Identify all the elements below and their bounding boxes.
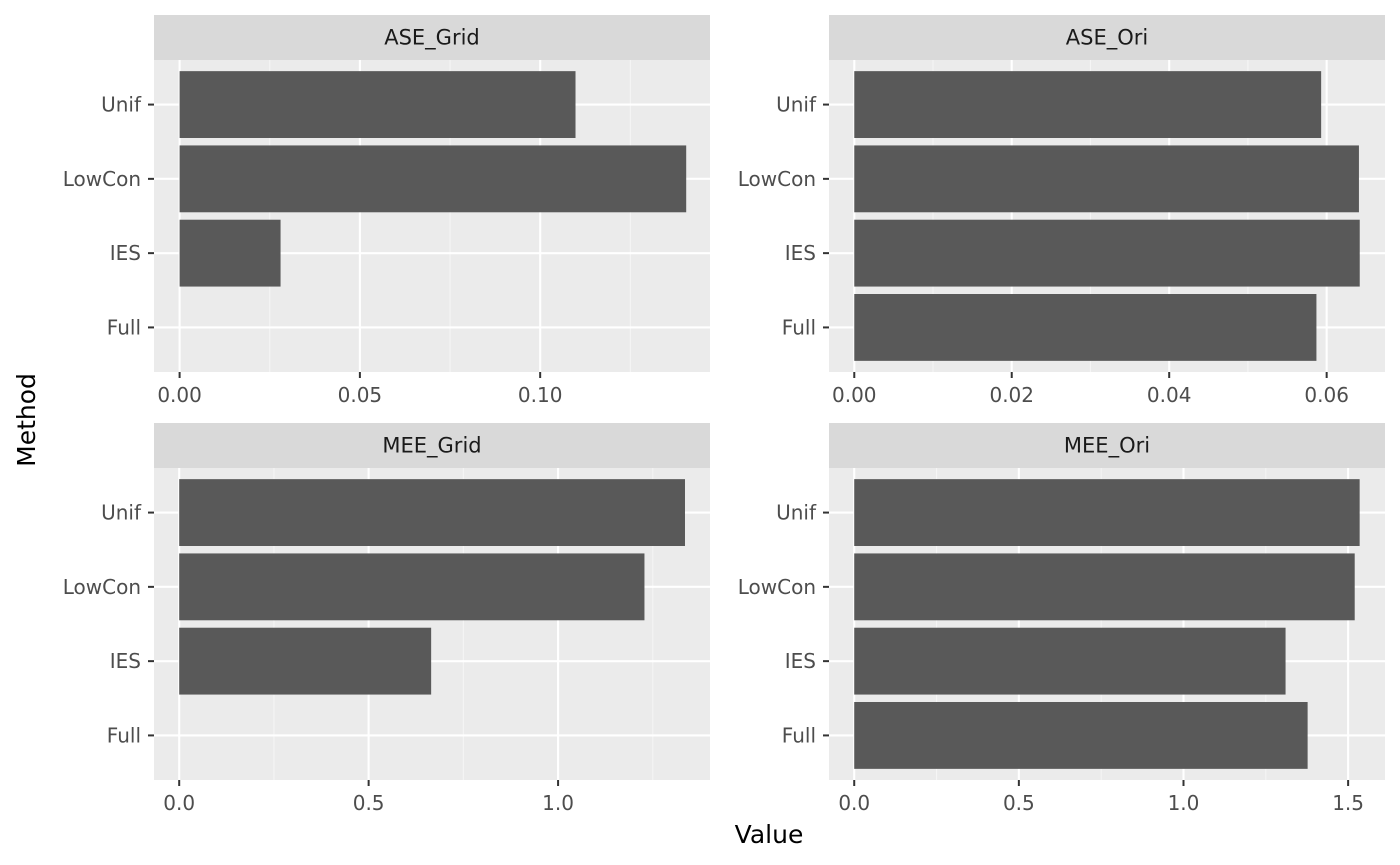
x-tick-label: 0.0 — [163, 791, 195, 815]
facet-panel: MEE_Ori Full IES LowCon Unif 0.0 0.5 1.0 1.5 — [738, 423, 1385, 815]
x-tick-label: 0.0 — [838, 791, 870, 815]
facet-title: MEE_Ori — [1064, 434, 1150, 459]
facet-panel: ASE_Grid Full IES LowCon Unif 0.00 0.05 0.10 — [63, 15, 710, 407]
x-tick-label: 0.04 — [1147, 383, 1192, 407]
bar — [854, 702, 1308, 769]
y-tick-label: IES — [110, 241, 141, 265]
facet-strip — [154, 423, 710, 468]
x-tick-label: 0.00 — [157, 383, 202, 407]
y-tick-label: LowCon — [63, 167, 141, 191]
y-tick-label: Unif — [101, 93, 142, 117]
y-tick-label: LowCon — [738, 167, 816, 191]
bar — [854, 627, 1286, 695]
y-tick-label: Unif — [101, 501, 142, 525]
facet-strip — [829, 15, 1385, 60]
bar — [854, 553, 1355, 621]
bar — [854, 145, 1359, 213]
facet-strip — [829, 423, 1385, 468]
facet-strip — [154, 15, 710, 60]
x-tick-label: 0.06 — [1304, 383, 1349, 407]
y-tick-label: LowCon — [63, 575, 141, 599]
y-tick-label: LowCon — [738, 575, 816, 599]
facet-title: MEE_Grid — [382, 434, 481, 459]
bar — [854, 479, 1360, 546]
bar — [179, 71, 576, 138]
facet-panel: MEE_Grid Full IES LowCon Unif 0.0 0.5 1.0 — [63, 423, 710, 815]
y-tick-label: IES — [785, 649, 816, 673]
bar — [179, 145, 687, 213]
x-tick-label: 0.02 — [989, 383, 1034, 407]
x-tick-label: 1.0 — [1168, 791, 1200, 815]
y-tick-label: Unif — [776, 93, 817, 117]
x-tick-label: 0.05 — [338, 383, 383, 407]
bar — [179, 479, 685, 546]
x-tick-label: 0.00 — [832, 383, 877, 407]
facet-title: ASE_Grid — [384, 26, 480, 51]
bar — [854, 219, 1360, 287]
bar — [854, 294, 1317, 361]
x-tick-label: 1.0 — [542, 791, 574, 815]
facet-panel: ASE_Ori Full IES LowCon Unif 0.00 0.02 0.04 0.06 — [738, 15, 1385, 407]
x-tick-label: 0.5 — [353, 791, 385, 815]
x-axis-title: Value — [735, 820, 804, 849]
bar — [179, 553, 645, 621]
x-tick-label: 0.10 — [518, 383, 563, 407]
bar — [179, 219, 281, 287]
facet-title: ASE_Ori — [1066, 26, 1148, 51]
y-tick-label: Unif — [776, 501, 817, 525]
y-tick-label: Full — [782, 315, 816, 339]
y-tick-label: Full — [782, 723, 816, 747]
x-tick-label: 1.5 — [1332, 791, 1364, 815]
y-tick-label: Full — [107, 315, 141, 339]
bar — [854, 71, 1322, 138]
y-tick-label: IES — [785, 241, 816, 265]
x-tick-label: 0.5 — [1003, 791, 1035, 815]
y-axis-title: Method — [12, 373, 41, 467]
y-tick-label: Full — [107, 723, 141, 747]
y-tick-label: IES — [110, 649, 141, 673]
bar — [179, 627, 432, 695]
